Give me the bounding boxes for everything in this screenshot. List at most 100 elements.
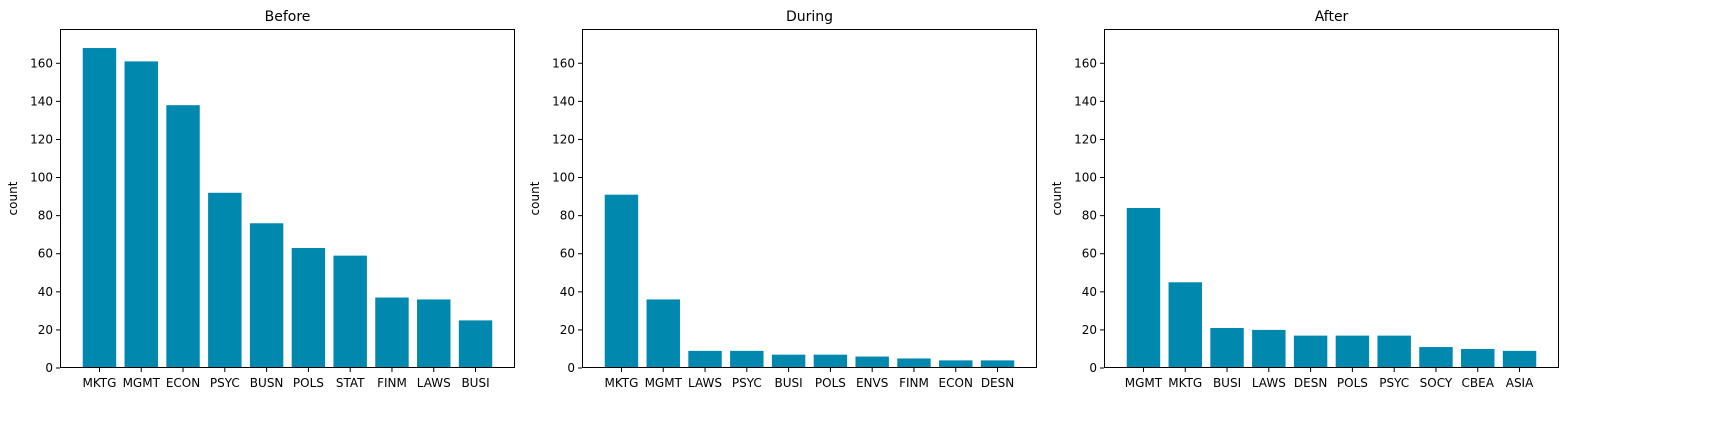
y-tick-label: 140: [1074, 94, 1097, 108]
x-tick-label: BUSN: [250, 376, 284, 390]
y-tick-label: 160: [1074, 56, 1097, 70]
chart-title: Before: [265, 9, 311, 25]
y-tick-label: 20: [38, 323, 53, 337]
y-tick-label: 40: [38, 285, 53, 299]
x-tick-label: PSYC: [1379, 376, 1409, 390]
x-tick-label: ECON: [166, 376, 200, 390]
bar-asia: [1502, 350, 1537, 368]
y-tick-label: 80: [560, 209, 575, 223]
bar-busn: [249, 223, 284, 368]
bar-finm: [375, 297, 409, 368]
y-tick-label: 20: [1082, 323, 1097, 337]
y-tick-label: 0: [1089, 361, 1097, 375]
bar-mktg: [604, 194, 639, 368]
bar-envs: [855, 356, 889, 368]
x-tick-label: MGMT: [123, 376, 161, 390]
bar-stat: [333, 255, 367, 368]
bar-mgmt: [124, 61, 158, 368]
bar-cbea: [1461, 348, 1495, 368]
x-tick-label: PSYC: [732, 376, 762, 390]
x-tick-label: MKTG: [605, 376, 639, 390]
plot-frame: [1104, 29, 1559, 368]
x-tick-label: POLS: [293, 376, 324, 390]
plot-frame: [60, 29, 515, 368]
x-tick-label: ENVS: [856, 376, 888, 390]
plot-frame: [582, 29, 1037, 368]
x-tick-label: BUSI: [1213, 376, 1241, 390]
bar-busi: [1210, 328, 1244, 368]
y-axis-label: count: [1050, 181, 1064, 215]
x-tick-label: FINM: [377, 376, 407, 390]
bar-laws: [417, 299, 451, 368]
chart-title: During: [786, 9, 833, 25]
y-tick-label: 20: [560, 323, 575, 337]
x-tick-label: SOCY: [1420, 376, 1453, 390]
y-tick-label: 0: [45, 361, 53, 375]
y-tick-label: 0: [567, 361, 575, 375]
x-tick-label: FINM: [899, 376, 929, 390]
chart-panel-during: MKTG MGMT LAWS PSYC BUSI POLS ENVS FINM ECON DESN…: [528, 9, 1037, 390]
bar-psyc: [730, 350, 764, 368]
y-tick-label: 120: [552, 132, 575, 146]
y-tick-label: 40: [560, 285, 575, 299]
y-axis-label: count: [528, 181, 542, 215]
bar-busi: [458, 320, 493, 368]
x-tick-label: MGMT: [645, 376, 683, 390]
x-tick-label: LAWS: [1252, 376, 1286, 390]
y-tick-label: 80: [38, 209, 53, 223]
x-tick-label: MGMT: [1125, 376, 1163, 390]
bar-mgmt: [1126, 208, 1161, 368]
chart-title: After: [1315, 9, 1349, 25]
y-tick-label: 60: [560, 247, 575, 261]
x-tick-label: LAWS: [688, 376, 722, 390]
x-tick-label: ASIA: [1506, 376, 1534, 390]
y-tick-label: 160: [552, 56, 575, 70]
chart-panel-after: MGMT MKTG BUSI LAWS DESN POLS PSYC SOCY CBEA ASIA…: [1050, 9, 1559, 390]
y-tick-label: 80: [1082, 209, 1097, 223]
y-tick-label: 140: [30, 94, 53, 108]
bar-mktg: [82, 48, 117, 368]
bar-busi: [771, 354, 806, 368]
x-tick-label: MKTG: [1168, 376, 1202, 390]
bar-psyc: [208, 192, 242, 368]
y-tick-label: 60: [1082, 247, 1097, 261]
bar-psyc: [1377, 335, 1411, 368]
x-tick-label: POLS: [815, 376, 846, 390]
x-tick-label: MKTG: [83, 376, 117, 390]
y-tick-label: 100: [1074, 171, 1097, 185]
y-tick-label: 120: [30, 132, 53, 146]
bar-desn: [1293, 335, 1328, 368]
y-tick-label: 140: [552, 94, 575, 108]
bar-desn: [980, 360, 1015, 368]
bar-laws: [1252, 329, 1286, 368]
x-tick-label: LAWS: [417, 376, 451, 390]
bar-mktg: [1168, 282, 1202, 368]
bar-pols: [291, 248, 326, 368]
bar-socy: [1419, 347, 1453, 368]
y-axis-label: count: [6, 181, 20, 215]
bar-econ: [939, 360, 973, 368]
x-tick-label: BUSI: [775, 376, 803, 390]
bar-pols: [1335, 335, 1370, 368]
y-tick-label: 60: [38, 247, 53, 261]
bar-econ: [166, 105, 200, 369]
bar-mgmt: [646, 299, 680, 368]
bar-finm: [897, 358, 931, 368]
chart-panel-before: MKTG MGMT ECON PSYC BUSN POLS STAT FINM LAWS BUSI…: [6, 9, 515, 390]
y-tick-label: 100: [30, 171, 53, 185]
x-tick-label: POLS: [1337, 376, 1368, 390]
x-tick-label: DESN: [981, 376, 1014, 390]
bar-pols: [813, 354, 848, 368]
y-tick-label: 160: [30, 56, 53, 70]
x-tick-label: ECON: [939, 376, 973, 390]
x-tick-label: BUSI: [461, 376, 489, 390]
y-tick-label: 40: [1082, 285, 1097, 299]
y-tick-label: 100: [552, 171, 575, 185]
y-tick-label: 120: [1074, 132, 1097, 146]
bar-laws: [688, 350, 722, 368]
x-tick-label: CBEA: [1462, 376, 1495, 390]
x-tick-label: DESN: [1294, 376, 1327, 390]
x-tick-label: STAT: [336, 376, 365, 390]
x-tick-label: PSYC: [210, 376, 240, 390]
